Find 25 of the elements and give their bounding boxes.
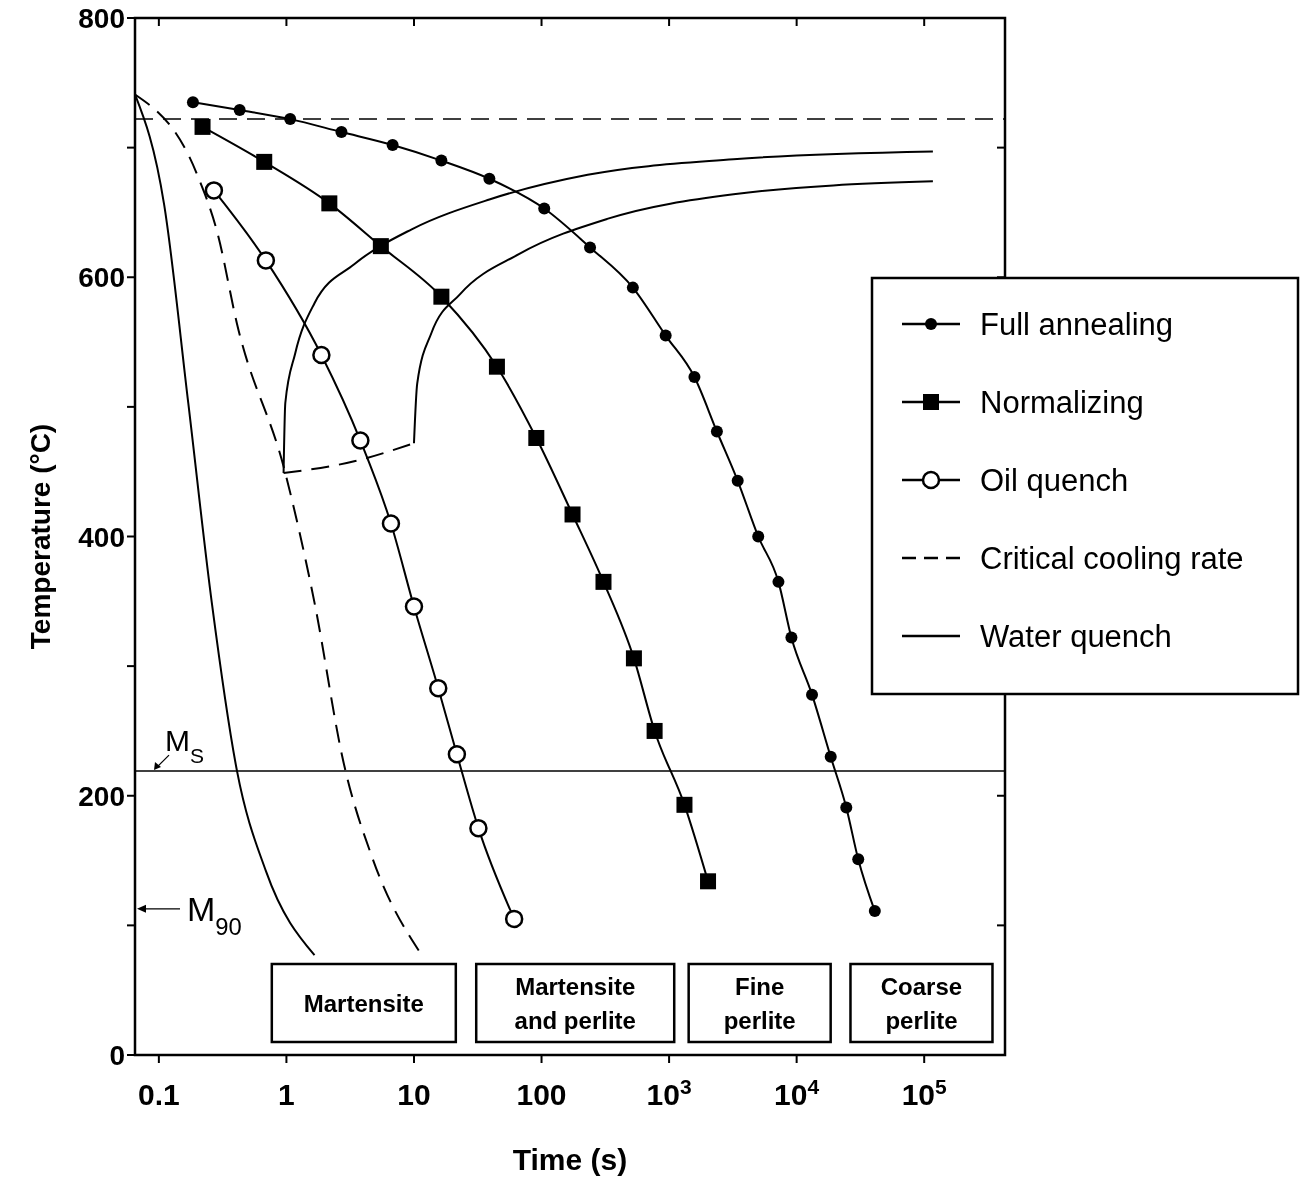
x-tick-label: 100	[516, 1078, 567, 1111]
x-tick-label: 10$^{5}$	[901, 1074, 948, 1111]
x-tick-label: 10	[397, 1078, 431, 1111]
legend-label: Normalizing	[980, 385, 1144, 420]
x-tick-label: 1	[278, 1078, 295, 1111]
y-tick-label: 400	[78, 521, 125, 553]
annotation: M$_{90}$	[187, 889, 242, 940]
legend-label: Water quench	[980, 619, 1172, 654]
legend-label: M$_{S}$	[165, 724, 205, 767]
legend-label: Oil quench	[980, 463, 1129, 498]
x-tick-label: 10$^{3}$	[646, 1074, 692, 1111]
legend-label: Full annealing	[980, 307, 1174, 342]
y-tick-label: 600	[78, 262, 125, 294]
y-tick-label: 0	[109, 1040, 125, 1071]
annotation: Martensite	[303, 990, 424, 1017]
legend-label: Critical cooling rate	[980, 541, 1244, 576]
x-axis-title: Time (s)	[512, 1143, 628, 1176]
x-tick-label: 10$^{4}$	[774, 1074, 820, 1111]
y-axis-title: Temperature (°C)	[25, 423, 56, 650]
annotation: Fine perlite	[723, 973, 796, 1034]
annotation: Coarse perlite	[880, 973, 963, 1034]
y-tick-label: 200	[78, 780, 125, 812]
annotation: Martensite and perlite	[514, 973, 636, 1034]
x-tick-label: 0.1	[138, 1078, 180, 1111]
y-tick-label: 800	[78, 3, 125, 34]
